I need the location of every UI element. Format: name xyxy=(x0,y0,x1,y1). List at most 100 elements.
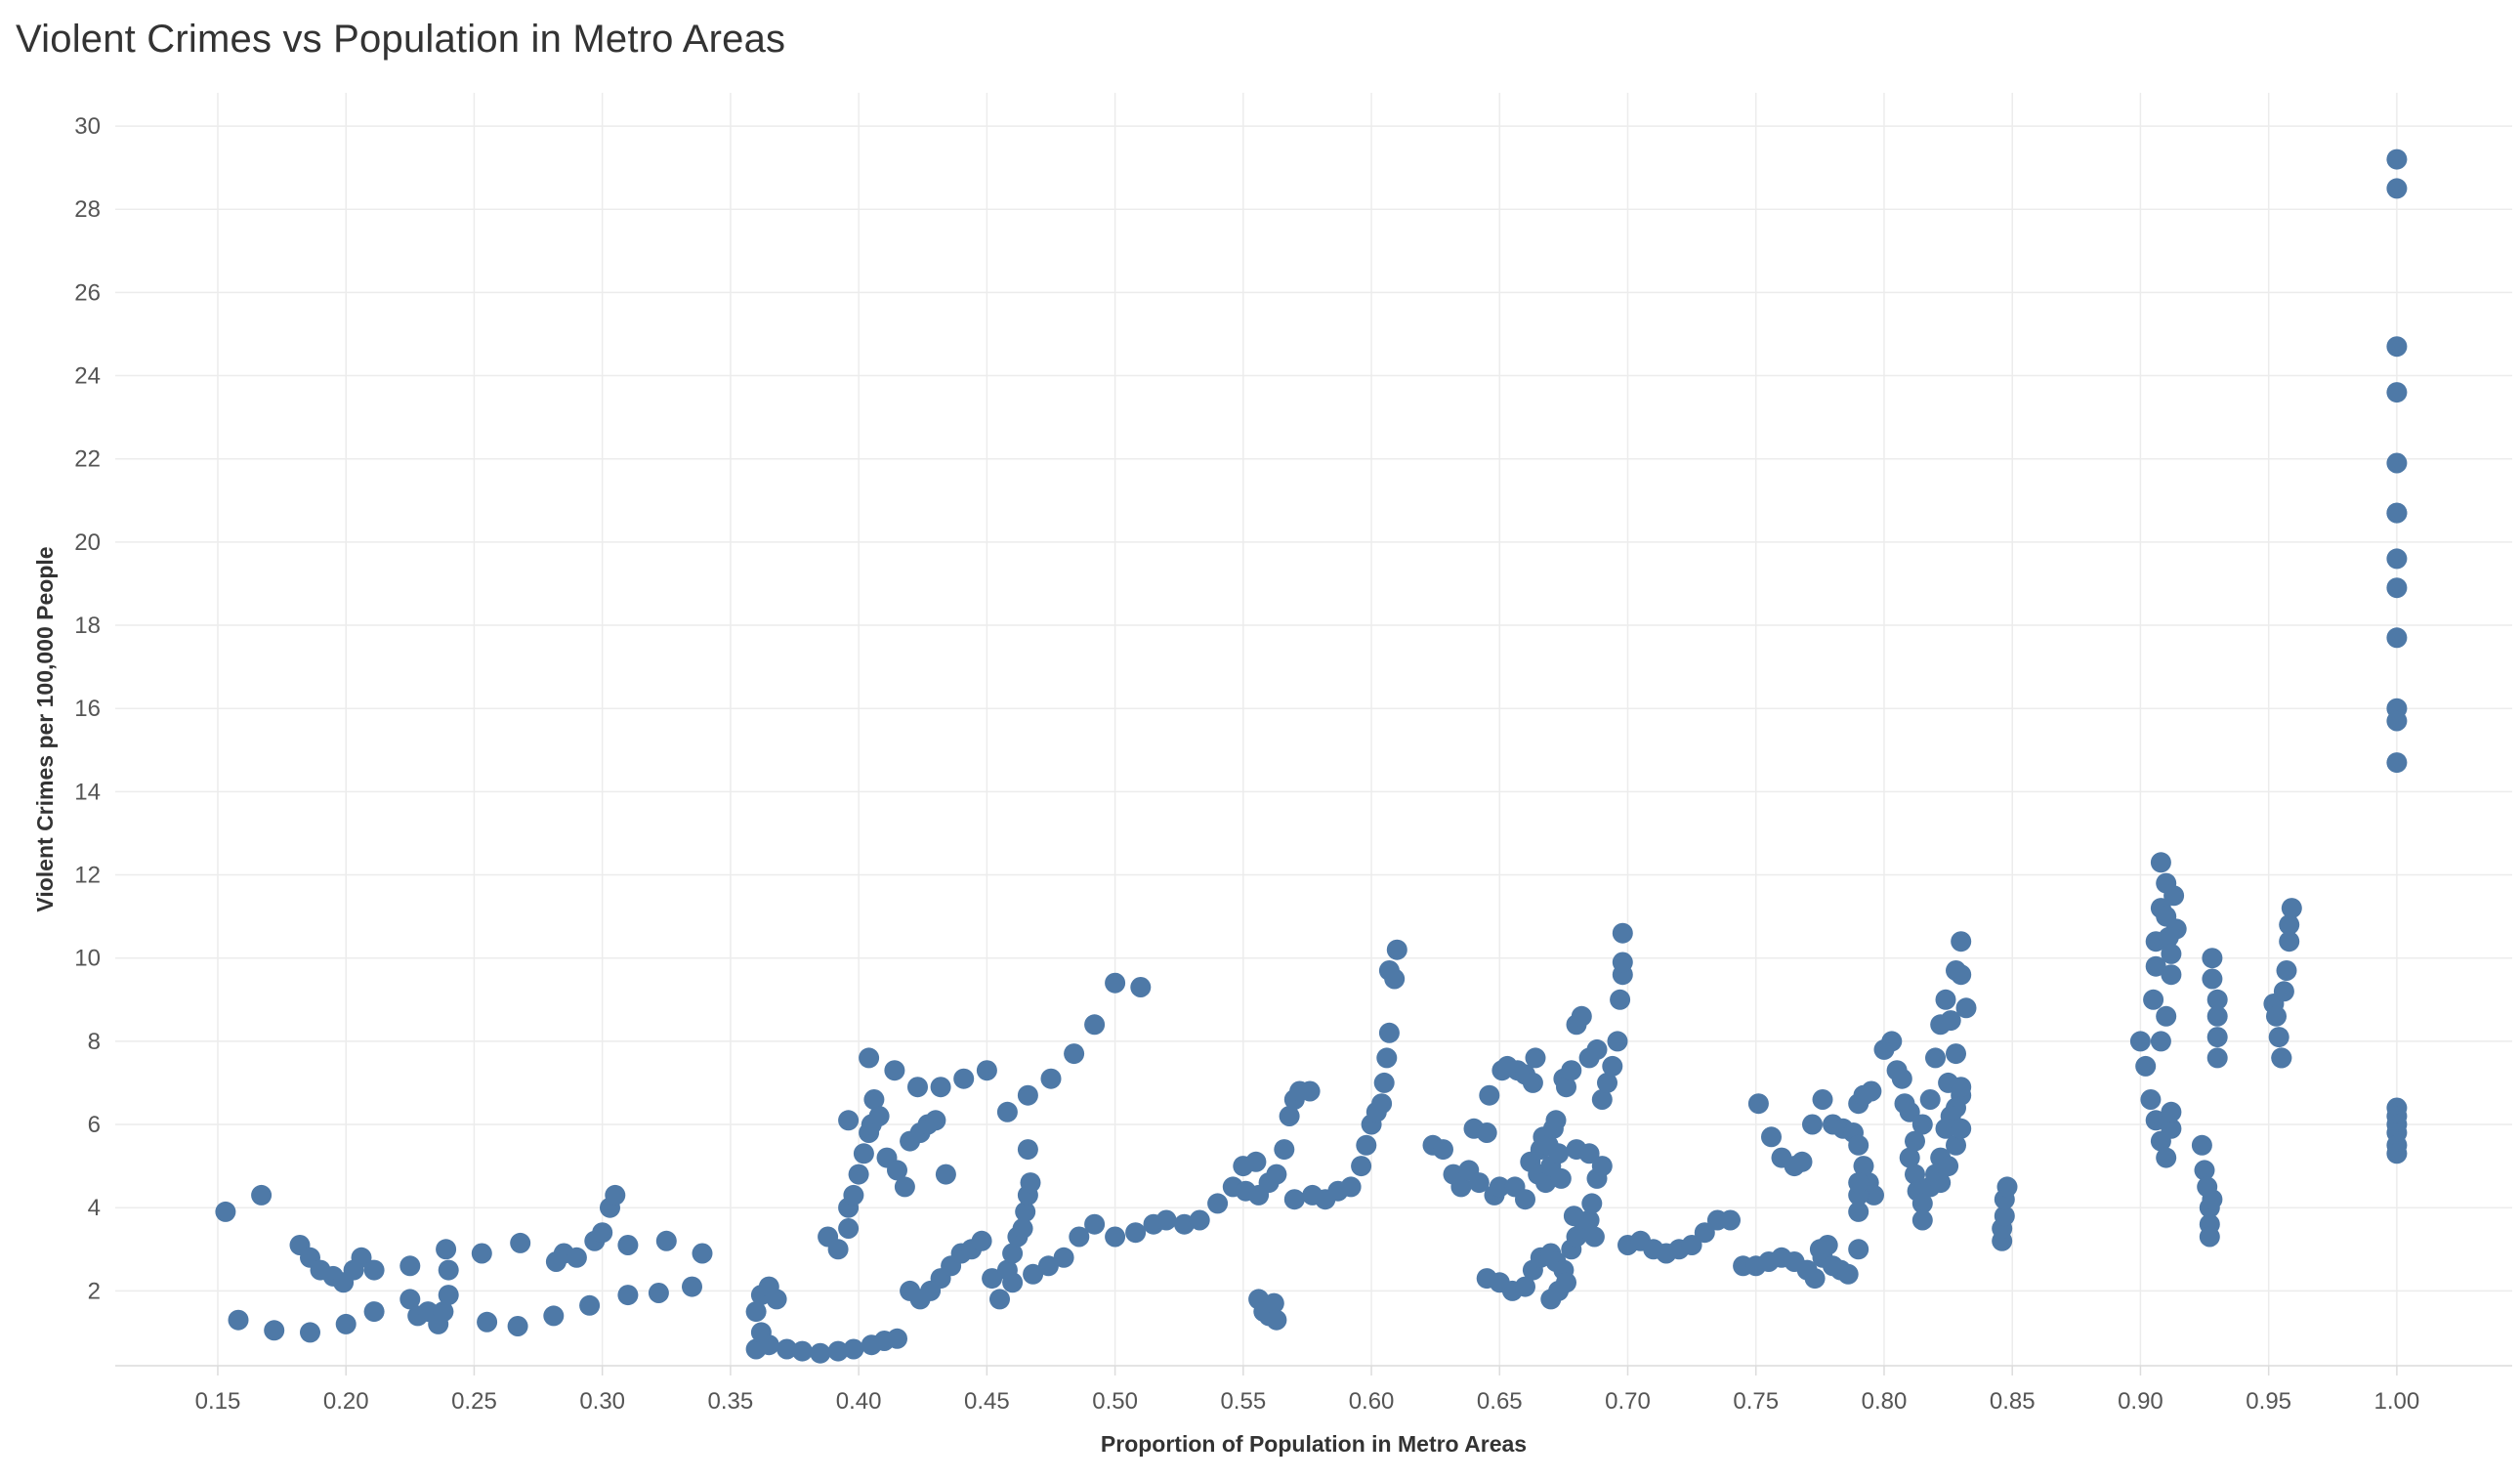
data-point[interactable] xyxy=(745,1301,767,1323)
data-point[interactable] xyxy=(838,1110,860,1131)
data-point[interactable] xyxy=(2279,914,2300,936)
data-point[interactable] xyxy=(766,1289,787,1310)
data-point[interactable] xyxy=(1861,1080,1882,1102)
data-point[interactable] xyxy=(2156,1147,2177,1168)
data-point[interactable] xyxy=(1951,931,1972,952)
data-point[interactable] xyxy=(2145,1110,2166,1131)
data-point[interactable] xyxy=(868,1106,890,1126)
data-point[interactable] xyxy=(2206,1027,2228,1048)
data-point[interactable] xyxy=(884,1060,905,1081)
data-point[interactable] xyxy=(1084,1014,1106,1036)
data-point[interactable] xyxy=(477,1311,498,1333)
data-point[interactable] xyxy=(1525,1047,1546,1069)
data-point[interactable] xyxy=(2143,989,2164,1010)
data-point[interactable] xyxy=(2165,918,2187,940)
data-point[interactable] xyxy=(592,1222,613,1244)
data-point[interactable] xyxy=(1037,1255,1059,1277)
data-point[interactable] xyxy=(1607,1031,1628,1052)
data-point[interactable] xyxy=(2386,148,2408,170)
data-point[interactable] xyxy=(848,1164,869,1185)
data-point[interactable] xyxy=(655,1230,677,1251)
data-point[interactable] xyxy=(2202,968,2223,990)
data-point[interactable] xyxy=(2281,898,2302,919)
data-point[interactable] xyxy=(2161,964,2182,986)
data-point[interactable] xyxy=(1935,1118,1956,1139)
data-point[interactable] xyxy=(1105,1226,1126,1248)
data-point[interactable] xyxy=(1804,1268,1826,1290)
data-point[interactable] xyxy=(894,1176,915,1198)
data-point[interactable] xyxy=(777,1338,798,1360)
data-point[interactable] xyxy=(1925,1047,1946,1069)
data-point[interactable] xyxy=(1556,1272,1576,1293)
data-point[interactable] xyxy=(1064,1043,1085,1065)
data-point[interactable] xyxy=(2386,710,2408,732)
data-point[interactable] xyxy=(2386,1143,2408,1164)
data-point[interactable] xyxy=(2279,931,2300,952)
data-point[interactable] xyxy=(1994,1206,2015,1227)
data-point[interactable] xyxy=(810,1342,831,1364)
data-point[interactable] xyxy=(1848,1239,1869,1260)
data-point[interactable] xyxy=(2202,1189,2223,1210)
data-point[interactable] xyxy=(1515,1189,1535,1210)
data-point[interactable] xyxy=(1468,1172,1490,1194)
data-point[interactable] xyxy=(1266,1309,1287,1331)
data-point[interactable] xyxy=(363,1301,385,1323)
data-point[interactable] xyxy=(1155,1209,1177,1231)
data-point[interactable] xyxy=(1911,1193,1933,1214)
data-point[interactable] xyxy=(438,1285,459,1306)
data-point[interactable] xyxy=(1905,1164,1925,1185)
data-point[interactable] xyxy=(843,1338,864,1360)
data-point[interactable] xyxy=(1694,1222,1715,1244)
data-point[interactable] xyxy=(1550,1167,1572,1189)
data-point[interactable] xyxy=(2206,1005,2228,1027)
data-point[interactable] xyxy=(1791,1151,1813,1172)
data-point[interactable] xyxy=(827,1239,849,1260)
data-point[interactable] xyxy=(1386,939,1407,960)
data-point[interactable] xyxy=(1848,1201,1869,1222)
data-point[interactable] xyxy=(351,1247,372,1268)
data-point[interactable] xyxy=(1946,1134,1966,1156)
data-point[interactable] xyxy=(433,1301,454,1323)
data-point[interactable] xyxy=(1571,1005,1592,1027)
data-point[interactable] xyxy=(1597,1072,1617,1093)
data-point[interactable] xyxy=(2386,577,2408,599)
data-point[interactable] xyxy=(399,1289,421,1310)
data-point[interactable] xyxy=(971,1230,992,1251)
data-point[interactable] xyxy=(1545,1110,1567,1131)
data-point[interactable] xyxy=(1881,1031,1903,1052)
data-point[interactable] xyxy=(692,1243,713,1264)
data-point[interactable] xyxy=(1263,1292,1284,1314)
data-point[interactable] xyxy=(1591,1156,1613,1177)
data-point[interactable] xyxy=(1602,1055,1623,1077)
data-point[interactable] xyxy=(1017,1084,1038,1106)
data-point[interactable] xyxy=(1378,1022,1400,1043)
data-point[interactable] xyxy=(1864,1184,1884,1206)
data-point[interactable] xyxy=(2150,1031,2171,1052)
data-point[interactable] xyxy=(1747,1093,1769,1115)
data-point[interactable] xyxy=(1853,1156,1874,1177)
data-point[interactable] xyxy=(887,1160,907,1181)
data-point[interactable] xyxy=(907,1077,928,1098)
data-point[interactable] xyxy=(1891,1068,1912,1089)
data-point[interactable] xyxy=(1911,1209,1933,1231)
data-point[interactable] xyxy=(1125,1222,1147,1244)
data-point[interactable] xyxy=(2161,943,2182,964)
data-point[interactable] xyxy=(1266,1164,1287,1185)
data-point[interactable] xyxy=(982,1268,1003,1290)
data-point[interactable] xyxy=(335,1313,357,1334)
data-point[interactable] xyxy=(2386,502,2408,524)
data-point[interactable] xyxy=(2386,752,2408,774)
data-point[interactable] xyxy=(1356,1134,1377,1156)
data-point[interactable] xyxy=(617,1285,639,1306)
data-point[interactable] xyxy=(1612,922,1633,944)
data-point[interactable] xyxy=(1720,1209,1741,1231)
data-point[interactable] xyxy=(1935,989,1956,1010)
data-point[interactable] xyxy=(1612,952,1633,973)
data-point[interactable] xyxy=(300,1322,320,1343)
data-point[interactable] xyxy=(2386,382,2408,403)
data-point[interactable] xyxy=(228,1309,249,1331)
data-point[interactable] xyxy=(682,1276,702,1297)
data-point[interactable] xyxy=(1515,1276,1535,1297)
data-point[interactable] xyxy=(605,1184,626,1206)
data-point[interactable] xyxy=(579,1294,601,1316)
